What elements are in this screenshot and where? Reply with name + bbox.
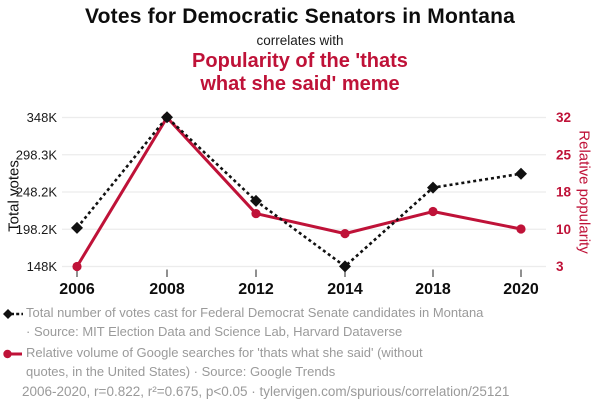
popularity-legend-marker bbox=[3, 349, 22, 359]
legend-votes-line1: Total number of votes cast for Federal D… bbox=[26, 305, 484, 320]
x-axis-tick-label: 2018 bbox=[415, 281, 451, 298]
votes-line bbox=[75, 115, 522, 268]
popularity-point bbox=[516, 224, 526, 234]
right-axis-title: Relative popularity bbox=[575, 130, 593, 254]
left-axis-tick-label: 148K bbox=[27, 259, 58, 274]
x-axis-tick-label: 2014 bbox=[327, 281, 363, 298]
popularity-point bbox=[251, 208, 261, 219]
left-axis-title: Total votes bbox=[5, 160, 23, 232]
secondary-title: Popularity of the 'thats what she said' … bbox=[0, 50, 600, 96]
votes-point bbox=[339, 260, 351, 273]
right-axis-tick-label: 18 bbox=[556, 185, 572, 200]
votes-point bbox=[71, 221, 83, 234]
legend-item-popularity: Relative volume of Google searches for '… bbox=[3, 344, 597, 381]
legend-popularity-line2: quotes, in the United States) · Source: … bbox=[26, 363, 336, 379]
votes-point bbox=[427, 181, 439, 194]
votes-legend-marker bbox=[3, 309, 23, 319]
x-axis-tick-label: 2008 bbox=[149, 281, 185, 298]
left-axis-tick-label: 198.2K bbox=[16, 222, 58, 237]
left-axis-tick-label: 298.3K bbox=[16, 147, 58, 162]
x-axis-tick-label: 2012 bbox=[238, 281, 274, 298]
popularity-line bbox=[75, 116, 522, 268]
votes-point bbox=[250, 194, 262, 207]
popularity-point bbox=[72, 261, 82, 272]
secondary-title-line1: Popularity of the 'thats bbox=[192, 50, 408, 72]
x-axis-tick-label: 2020 bbox=[503, 281, 539, 298]
left-axis-tick-label: 248.2K bbox=[16, 185, 58, 200]
plot-area: 148K 3 198.2K 10 248.2K 18 298.3K 25 348K 32 2006 2… bbox=[16, 110, 572, 298]
votes-point bbox=[515, 167, 527, 180]
popularity-point bbox=[340, 229, 350, 239]
votes-point bbox=[161, 111, 173, 124]
left-axis-tick-label: 348K bbox=[27, 110, 58, 125]
popularity-point bbox=[428, 206, 438, 217]
x-axis-tick-label: 2006 bbox=[59, 281, 95, 298]
right-axis-tick-label: 3 bbox=[556, 259, 564, 274]
legend-popularity-line1: Relative volume of Google searches for '… bbox=[26, 345, 423, 360]
footer-citation: 2006-2020, r=0.822, r²=0.675, p<0.05 · t… bbox=[22, 384, 510, 399]
secondary-title-line2: what she said' meme bbox=[200, 73, 400, 95]
legend-popularity-text: Relative volume of Google searches for '… bbox=[26, 344, 423, 381]
legend-votes-text: Total number of votes cast for Federal D… bbox=[26, 304, 483, 341]
right-axis-tick-label: 10 bbox=[556, 222, 571, 237]
right-axis-tick-label: 32 bbox=[556, 110, 571, 125]
legend-item-votes: Total number of votes cast for Federal D… bbox=[3, 304, 597, 341]
correlates-with-label: correlates with bbox=[256, 33, 344, 48]
right-axis-tick-label: 25 bbox=[556, 147, 572, 162]
primary-title: Votes for Democratic Senators in Montana bbox=[84, 5, 516, 28]
legend-votes-line2: · Source: MIT Election Data and Science … bbox=[26, 323, 403, 339]
